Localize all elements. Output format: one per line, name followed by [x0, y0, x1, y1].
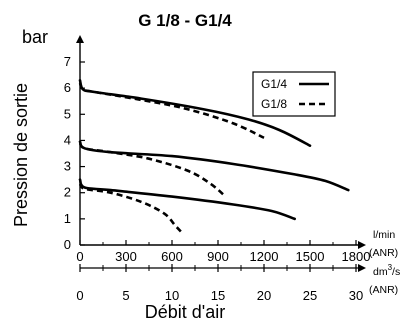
- x-unit-secondary: dm3/s: [373, 263, 400, 278]
- x-tick-label: 600: [161, 249, 183, 264]
- y-tick-label: 0: [64, 237, 71, 252]
- y-tick-label: 1: [64, 211, 71, 226]
- x-axis-arrow: [358, 241, 366, 249]
- axes: 0 1 2 3 4 5 6 7 0 300 600 900 1200 1500 1800 0 5 10 15 20 25…: [64, 35, 371, 303]
- y-axis-unit: bar: [22, 27, 48, 47]
- legend: G1/4 G1/8: [252, 71, 336, 117]
- x-tick-label: 1800: [342, 249, 371, 264]
- series-lines: [78, 79, 350, 233]
- y-tick-label: 5: [64, 106, 71, 121]
- chart-title: G 1/8 - G1/4: [138, 11, 232, 30]
- y-tick-label: 4: [64, 132, 71, 147]
- x-secondary-tick-label: 15: [211, 288, 225, 303]
- y-axis-arrow: [76, 35, 84, 43]
- series-line-g14-solid-0: [78, 79, 312, 147]
- series-line-g18-dashed-3: [78, 82, 265, 139]
- series-line-g18-dashed-5: [78, 182, 183, 233]
- x-unit-secondary-tail: /s: [392, 266, 400, 278]
- x-tick-label: 1500: [296, 249, 325, 264]
- x-tick-label: 0: [76, 249, 83, 264]
- x-unit-primary-note: (ANR): [369, 247, 398, 259]
- x-secondary-tick-label: 10: [165, 288, 179, 303]
- x-secondary-axis-arrow: [358, 264, 366, 272]
- y-tick-label: 6: [64, 80, 71, 95]
- x-secondary-tick-label: 30: [349, 288, 363, 303]
- x-secondary-tick-label: 5: [122, 288, 129, 303]
- x-secondary-tick-label: 20: [257, 288, 271, 303]
- legend-label: G1/4: [261, 77, 287, 91]
- y-tick-label: 2: [64, 185, 71, 200]
- x-unit-secondary-note: (ANR): [369, 284, 398, 296]
- x-tick-label: 300: [115, 249, 137, 264]
- x-secondary-tick-label: 0: [76, 288, 83, 303]
- x-unit-primary: l/min: [373, 229, 395, 241]
- x-tick-label: 900: [207, 249, 229, 264]
- x-unit-secondary-base: dm: [373, 266, 388, 278]
- series-line-g14-solid-1: [78, 140, 350, 192]
- y-tick-label: 7: [64, 54, 71, 69]
- y-tick-label: 3: [64, 159, 71, 174]
- x-unit-secondary-sup: 3: [388, 263, 393, 272]
- legend-label: G1/8: [261, 97, 287, 111]
- y-axis-label: Pression de sortie: [11, 83, 31, 227]
- x-secondary-tick-label: 25: [303, 288, 317, 303]
- x-axis-label: Débit d'air: [145, 302, 225, 322]
- x-tick-label: 1200: [250, 249, 279, 264]
- legend-box: [252, 71, 336, 117]
- series-line-g18-dashed-4: [78, 142, 227, 198]
- series-line-g14-solid-2: [78, 178, 296, 221]
